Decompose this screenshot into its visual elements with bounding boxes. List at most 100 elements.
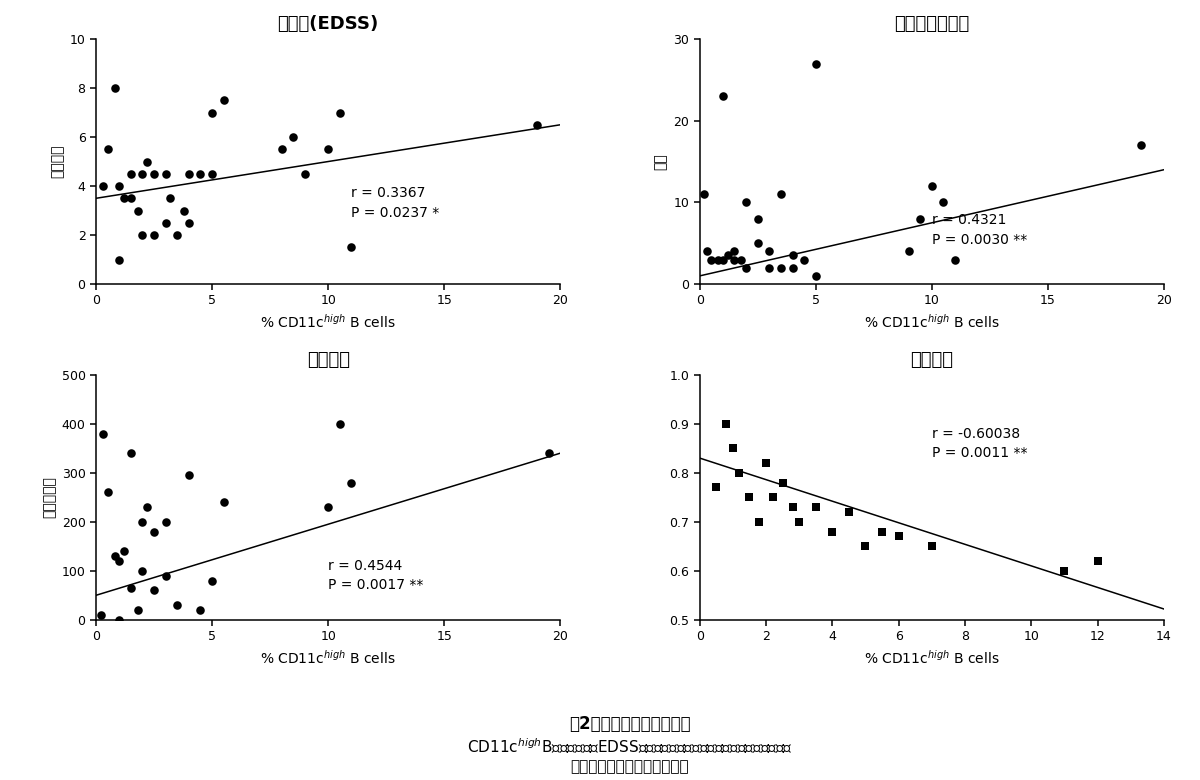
Point bbox=[114, 545, 133, 558]
Point bbox=[330, 417, 349, 430]
Point bbox=[214, 94, 233, 107]
Point bbox=[716, 417, 736, 430]
Point bbox=[168, 229, 187, 241]
Point bbox=[782, 501, 802, 513]
Point bbox=[133, 168, 152, 180]
Point bbox=[823, 526, 842, 538]
Point bbox=[528, 119, 547, 131]
Point bbox=[128, 604, 148, 616]
Point bbox=[144, 168, 163, 180]
Point bbox=[168, 599, 187, 612]
Point bbox=[94, 180, 113, 193]
Point bbox=[138, 155, 157, 168]
Point bbox=[730, 466, 749, 479]
X-axis label: % CD11c$^{high}$ B cells: % CD11c$^{high}$ B cells bbox=[260, 649, 396, 667]
Text: r = 0.4321
P = 0.0030 **: r = 0.4321 P = 0.0030 ** bbox=[932, 214, 1027, 247]
Point bbox=[94, 427, 113, 440]
Point bbox=[156, 168, 175, 180]
Point bbox=[750, 516, 769, 528]
Point bbox=[272, 143, 292, 155]
Point bbox=[856, 540, 875, 552]
Point bbox=[214, 496, 233, 509]
Text: 図2：臨床的指標との相関: 図2：臨床的指標との相関 bbox=[569, 714, 691, 732]
Point bbox=[342, 241, 361, 254]
Point bbox=[109, 180, 128, 193]
Point bbox=[748, 237, 767, 250]
Point bbox=[923, 540, 942, 552]
Point bbox=[923, 180, 942, 193]
Point bbox=[740, 491, 760, 504]
Point bbox=[179, 168, 198, 180]
Point bbox=[144, 526, 163, 538]
Text: r = 0.4544
P = 0.0017 **: r = 0.4544 P = 0.0017 ** bbox=[328, 559, 424, 593]
Point bbox=[702, 254, 721, 266]
Point bbox=[794, 254, 814, 266]
Point bbox=[709, 254, 728, 266]
Point bbox=[330, 106, 349, 119]
Point bbox=[109, 254, 128, 266]
Point bbox=[133, 229, 152, 241]
X-axis label: % CD11c$^{high}$ B cells: % CD11c$^{high}$ B cells bbox=[864, 313, 1000, 331]
Y-axis label: 期間（月）: 期間（月） bbox=[42, 477, 56, 518]
Point bbox=[724, 442, 743, 455]
Point bbox=[156, 516, 175, 528]
Point bbox=[283, 131, 302, 144]
Text: 全脳体積と負の相関を認めた: 全脳体積と負の相関を認めた bbox=[571, 759, 689, 774]
Point bbox=[191, 168, 210, 180]
Text: CD11c$^{high}$B細胞の頻度はEDSS、再発回数、罅病期間と有意な正の相関を、: CD11c$^{high}$B細胞の頻度はEDSS、再発回数、罅病期間と有意な正… bbox=[467, 736, 793, 756]
Text: r = -0.60038
P = 0.0011 **: r = -0.60038 P = 0.0011 ** bbox=[932, 427, 1027, 460]
Point bbox=[109, 614, 128, 626]
Point bbox=[899, 245, 918, 257]
Point bbox=[889, 530, 908, 543]
X-axis label: % CD11c$^{high}$ B cells: % CD11c$^{high}$ B cells bbox=[864, 649, 1000, 667]
Point bbox=[773, 477, 792, 489]
Point bbox=[1088, 555, 1108, 567]
Point bbox=[318, 501, 337, 513]
Point bbox=[806, 501, 826, 513]
Point bbox=[713, 90, 732, 102]
X-axis label: % CD11c$^{high}$ B cells: % CD11c$^{high}$ B cells bbox=[260, 313, 396, 331]
Point bbox=[539, 447, 558, 459]
Point bbox=[175, 204, 194, 217]
Point bbox=[203, 168, 222, 180]
Point bbox=[156, 217, 175, 229]
Y-axis label: 回数: 回数 bbox=[654, 153, 668, 170]
Point bbox=[713, 254, 732, 266]
Point bbox=[109, 555, 128, 567]
Title: 過去の再発回数: 過去の再発回数 bbox=[894, 16, 970, 34]
Text: r = 0.3367
P = 0.0237 *: r = 0.3367 P = 0.0237 * bbox=[352, 186, 439, 220]
Title: 重症度(EDSS): 重症度(EDSS) bbox=[277, 16, 379, 34]
Point bbox=[203, 574, 222, 587]
Title: 全脳体積: 全脳体積 bbox=[911, 351, 953, 369]
Point bbox=[697, 245, 716, 257]
Point bbox=[161, 192, 180, 204]
Point bbox=[179, 217, 198, 229]
Point bbox=[295, 168, 314, 180]
Point bbox=[782, 261, 802, 274]
Point bbox=[872, 526, 892, 538]
Point bbox=[133, 565, 152, 577]
Point bbox=[839, 505, 858, 518]
Point bbox=[342, 477, 361, 489]
Point bbox=[748, 212, 767, 225]
Point bbox=[695, 188, 714, 200]
Point bbox=[763, 491, 782, 504]
Point bbox=[946, 254, 965, 266]
Point bbox=[121, 447, 140, 459]
Point bbox=[91, 608, 110, 621]
Point bbox=[790, 516, 809, 528]
Point bbox=[782, 250, 802, 262]
Point bbox=[114, 192, 133, 204]
Title: 罅病期間: 罅病期間 bbox=[307, 351, 349, 369]
Point bbox=[725, 254, 744, 266]
Point bbox=[318, 143, 337, 155]
Point bbox=[128, 204, 148, 217]
Point bbox=[144, 229, 163, 241]
Point bbox=[806, 57, 826, 69]
Point bbox=[911, 212, 930, 225]
Point bbox=[156, 569, 175, 582]
Point bbox=[725, 245, 744, 257]
Point bbox=[737, 261, 756, 274]
Point bbox=[732, 254, 751, 266]
Y-axis label: スケール: スケール bbox=[50, 145, 64, 179]
